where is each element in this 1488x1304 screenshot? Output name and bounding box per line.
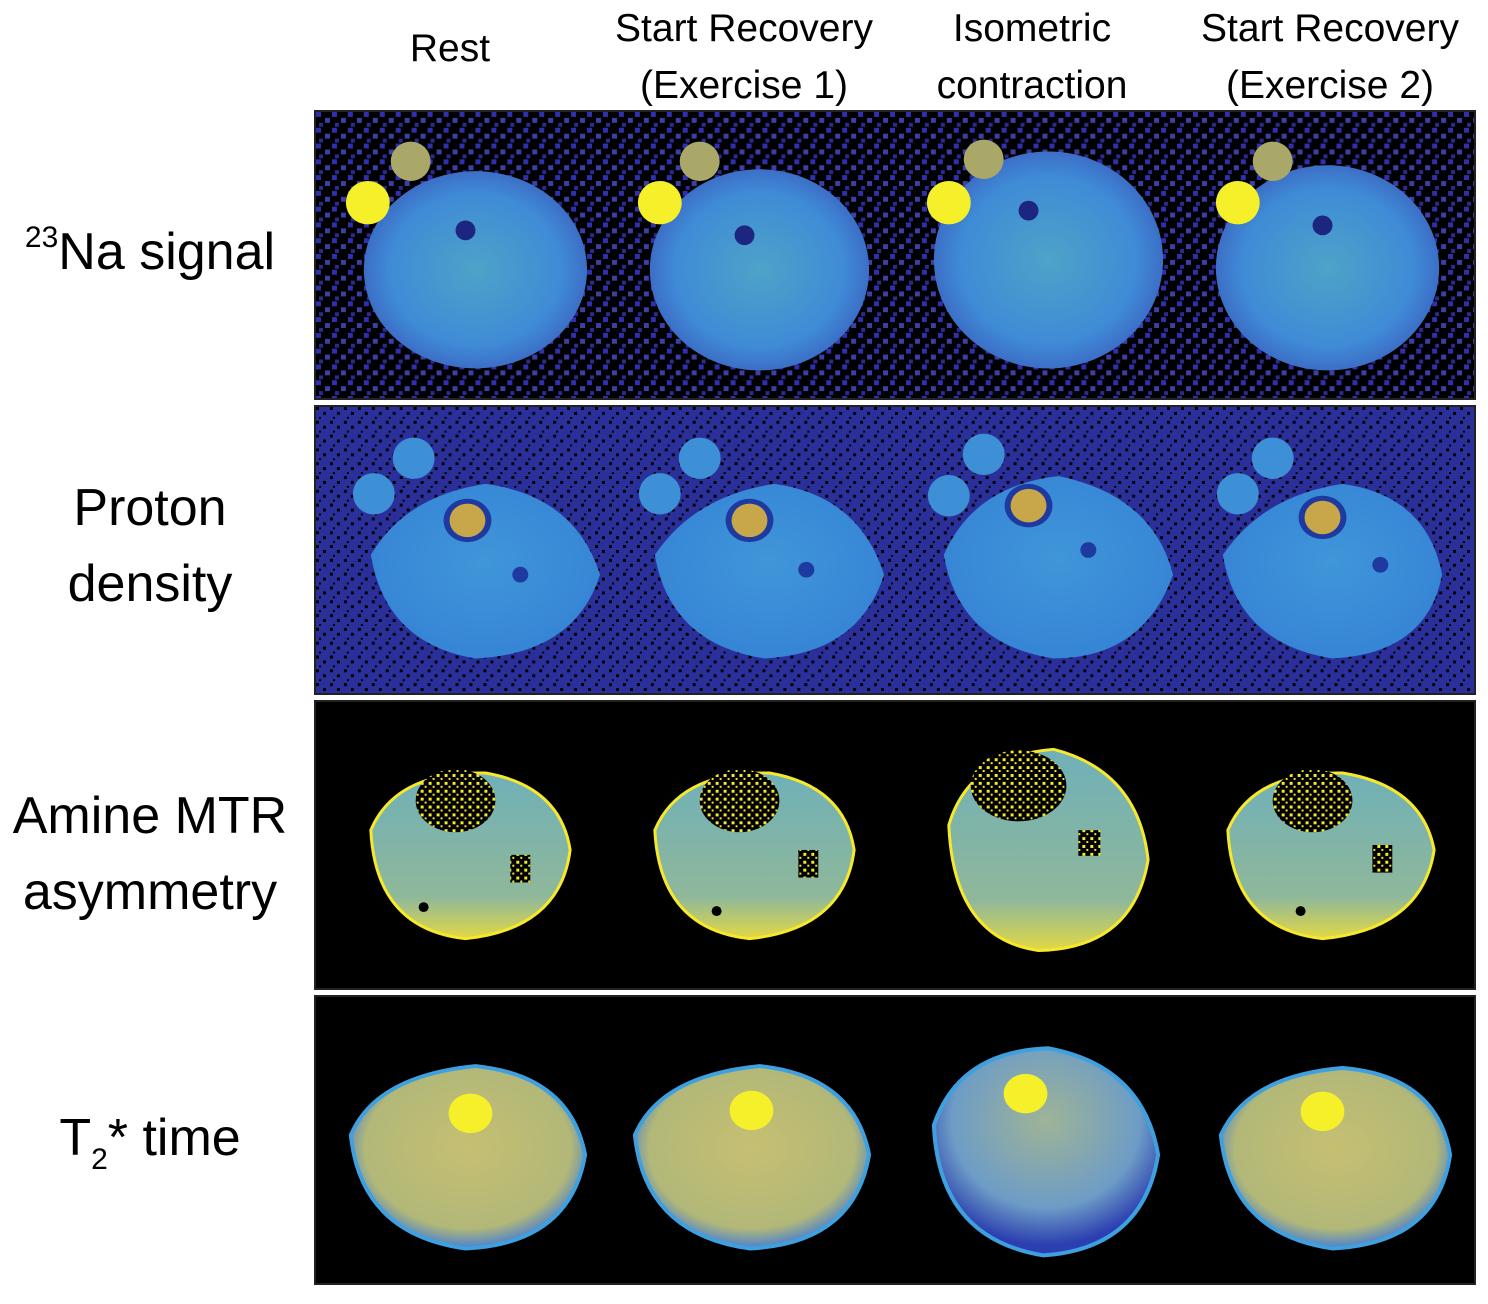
t2-slice-isometric [931,1046,1161,1258]
sodium-slice-recovery-2 [1215,141,1440,371]
row-label-text: T [59,1109,92,1167]
proton-slice-rest [352,437,601,659]
t2-slice-rest [348,1064,588,1251]
column-header-line: Rest [409,27,491,70]
column-header-line: (Exercise 1) [639,64,849,107]
proton-density-images [316,407,1474,693]
column-header-line: Isometric [952,7,1112,50]
mtr-slice-isometric [947,747,1150,953]
row-label-line: density [67,555,233,613]
row-label-line: asymmetry [22,863,278,921]
row-label-proton-density: Proton density [0,470,300,622]
image-panel-sodium [314,110,1476,400]
mtr-slice-rest [369,769,572,941]
amine-mtr-images [369,747,1436,953]
column-header-start-recovery-1: Start Recovery (Exercise 1) [594,0,894,114]
proton-slice-isometric [927,433,1174,659]
sodium-slice-rest [345,141,588,369]
row-label-amine-mtr: Amine MTR asymmetry [0,778,300,930]
column-header-line: Start Recovery [1201,7,1459,50]
column-header-line: contraction [936,64,1128,107]
row-label-line: Amine MTR [12,787,288,845]
row-label-t2star: T2* time [0,1100,300,1198]
row-label-sodium: 23Na signal [0,200,300,290]
t2-slice-recovery-1 [632,1064,872,1251]
row-label-superscript: 23 [24,221,59,254]
proton-slice-recovery-1 [638,437,885,659]
sodium-slice-isometric [926,139,1164,369]
sodium-slice-recovery-1 [637,141,870,371]
row-label-text: Na signal [58,223,276,281]
image-panel-proton-density [314,405,1476,695]
image-panel-t2star [314,995,1476,1285]
column-header-line: Start Recovery [615,7,873,50]
t2-slice-recovery-2 [1218,1066,1453,1251]
column-header-line: (Exercise 2) [1225,64,1435,107]
image-panel-amine-mtr [314,700,1476,990]
row-label-tail: * time [107,1109,241,1167]
mtr-slice-recovery-1 [653,769,856,941]
column-header-isometric: Isometric contraction [882,0,1182,114]
column-header-start-recovery-2: Start Recovery (Exercise 2) [1180,0,1480,114]
row-label-line: Proton [73,479,227,537]
t2star-images [348,1046,1453,1258]
mtr-slice-recovery-2 [1226,769,1436,941]
proton-slice-recovery-2 [1216,437,1443,659]
row-label-subscript: 2 [91,1143,108,1176]
sodium-images [316,112,1474,398]
column-header-rest: Rest [300,20,600,77]
